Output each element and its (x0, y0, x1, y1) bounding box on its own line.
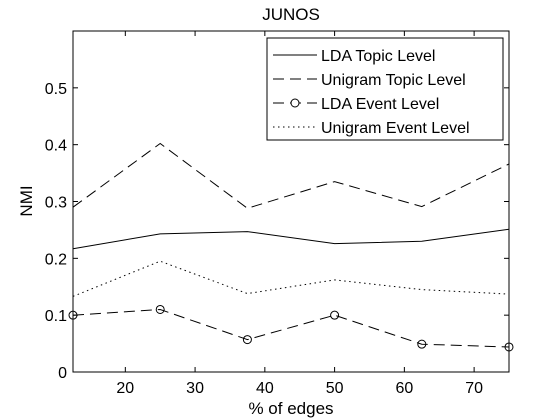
y-tick-label: 0.5 (45, 81, 67, 98)
data-point (330, 310, 340, 320)
y-axis-label: NMI (17, 185, 36, 216)
data-point (504, 342, 514, 352)
x-tick-label: 70 (465, 380, 483, 397)
legend-items: LDA Topic Level Unigram Topic Level LDA Ev… (273, 48, 470, 137)
legend-label-1: LDA Topic Level (321, 48, 435, 65)
legend-label-4: Unigram Event Level (321, 120, 470, 137)
y-tick-label: 0.1 (45, 308, 67, 325)
legend-label-3: LDA Event Level (321, 96, 439, 113)
legend-marker (290, 98, 300, 108)
x-tick-label: 50 (326, 380, 344, 397)
x-tick-label: 60 (395, 380, 413, 397)
x-tick-label: 20 (116, 380, 134, 397)
legend: LDA Topic Level Unigram Topic Level LDA Ev… (266, 37, 504, 141)
series-line-3 (72, 308, 510, 348)
data-point (68, 310, 78, 320)
series-line-1 (72, 228, 510, 250)
y-tick-label: 0.4 (45, 138, 67, 155)
y-tick-label: 0.2 (45, 251, 67, 268)
series-line-2 (72, 142, 510, 209)
ticks-layer: 20 30 40 50 60 70 0 0.1 0.2 0.3 0.4 0.5 (45, 31, 509, 397)
series-layer (68, 142, 514, 352)
chart-title: JUNOS (262, 5, 320, 24)
x-axis-label: % of edges (248, 399, 333, 418)
x-tick-label: 30 (186, 380, 204, 397)
data-point (242, 335, 252, 345)
x-tick-label: 40 (256, 380, 274, 397)
series-line-4 (72, 260, 510, 297)
y-tick-label: 0 (58, 365, 67, 382)
data-point (155, 304, 165, 314)
y-tick-label: 0.3 (45, 195, 67, 212)
legend-label-2: Unigram Topic Level (321, 72, 466, 89)
data-point (417, 339, 427, 349)
